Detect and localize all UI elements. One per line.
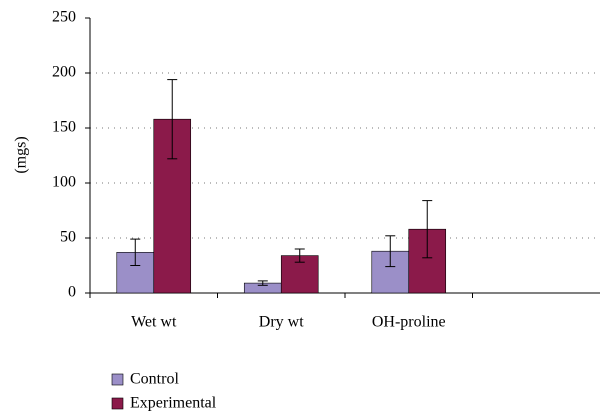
y-tick-label: 150 xyxy=(52,119,76,136)
legend-label: Experimental xyxy=(130,395,217,412)
y-axis-label: (mgs) xyxy=(13,136,30,173)
x-tick-label: Wet wt xyxy=(131,314,177,331)
error-bar xyxy=(167,79,178,160)
error-bar xyxy=(385,235,396,268)
error-bar xyxy=(257,280,268,286)
error-bar xyxy=(294,248,305,263)
y-tick-label: 250 xyxy=(52,9,76,26)
error-bar xyxy=(422,200,433,259)
y-tick-label: 0 xyxy=(68,284,76,301)
legend-swatch xyxy=(111,397,124,410)
x-tick-label: Dry wt xyxy=(259,314,304,331)
x-tick-label: OH-proline xyxy=(372,314,446,331)
y-tick-label: 200 xyxy=(52,64,76,81)
legend-swatch xyxy=(111,373,124,386)
error-bar xyxy=(130,238,141,266)
y-tick-label: 100 xyxy=(52,174,76,191)
legend-label: Control xyxy=(130,371,179,388)
y-tick-label: 50 xyxy=(60,229,76,246)
